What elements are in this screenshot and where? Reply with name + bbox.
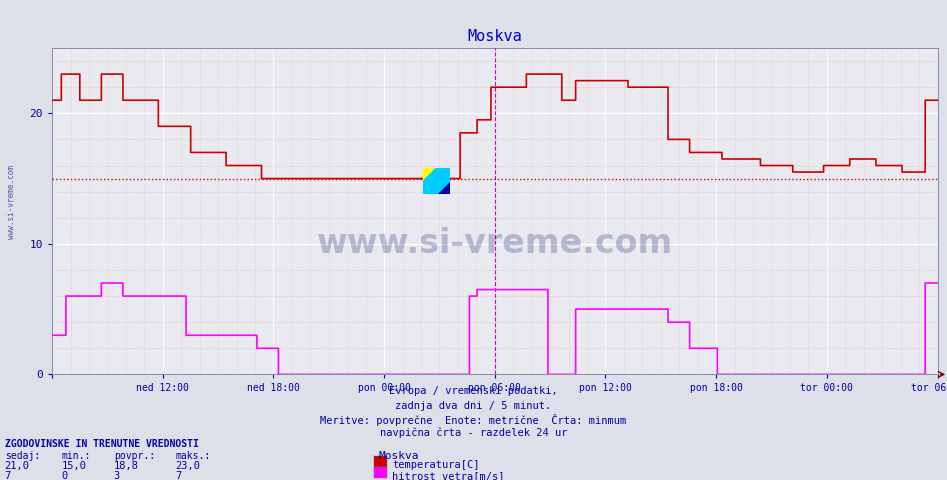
Bar	[437, 181, 450, 194]
Title: Moskva: Moskva	[468, 29, 522, 44]
Polygon shape	[423, 168, 450, 194]
Text: 21,0: 21,0	[5, 461, 29, 471]
Text: 3: 3	[114, 471, 120, 480]
Text: Moskva: Moskva	[379, 451, 420, 461]
Text: maks.:: maks.:	[175, 451, 210, 461]
Text: zadnja dva dni / 5 minut.: zadnja dva dni / 5 minut.	[396, 401, 551, 411]
Text: 7: 7	[175, 471, 182, 480]
Bar	[423, 168, 437, 181]
Text: 0: 0	[62, 471, 68, 480]
Text: www.si-vreme.com: www.si-vreme.com	[7, 165, 16, 239]
Text: navpična črta - razdelek 24 ur: navpična črta - razdelek 24 ur	[380, 427, 567, 438]
Text: 18,8: 18,8	[114, 461, 138, 471]
Text: 23,0: 23,0	[175, 461, 200, 471]
Text: povpr.:: povpr.:	[114, 451, 154, 461]
Text: www.si-vreme.com: www.si-vreme.com	[316, 228, 673, 260]
Text: temperatura[C]: temperatura[C]	[392, 460, 479, 470]
Text: Evropa / vremenski podatki,: Evropa / vremenski podatki,	[389, 386, 558, 396]
Text: min.:: min.:	[62, 451, 91, 461]
Text: 15,0: 15,0	[62, 461, 86, 471]
Text: sedaj:: sedaj:	[5, 451, 40, 461]
Text: 7: 7	[5, 471, 11, 480]
Text: Meritve: povprečne  Enote: metrične  Črta: minmum: Meritve: povprečne Enote: metrične Črta:…	[320, 414, 627, 426]
Text: ZGODOVINSKE IN TRENUTNE VREDNOSTI: ZGODOVINSKE IN TRENUTNE VREDNOSTI	[5, 439, 199, 449]
Text: hitrost vetra[m/s]: hitrost vetra[m/s]	[392, 471, 505, 480]
